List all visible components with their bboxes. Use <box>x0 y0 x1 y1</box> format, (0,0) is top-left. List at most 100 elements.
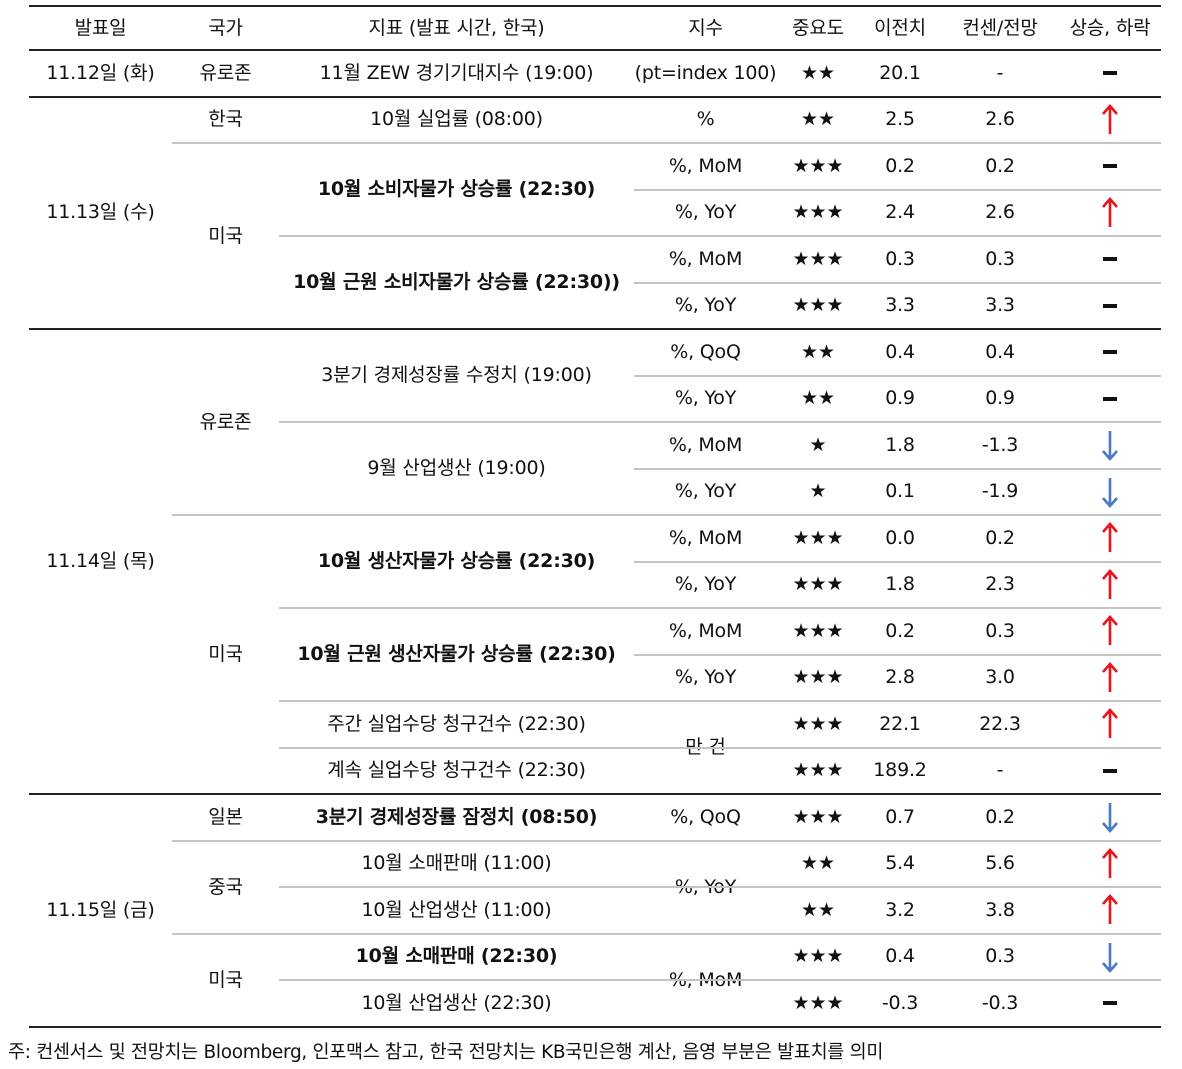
row-divider <box>634 281 1161 284</box>
row-divider <box>172 932 1161 935</box>
unit: %, YoY <box>674 666 737 689</box>
indicator-name: 10월 산업생산 (22:30) <box>361 991 552 1014</box>
row-divider <box>172 514 1161 516</box>
up-arrow-icon <box>1059 97 1161 144</box>
up-arrow-icon <box>1059 841 1161 888</box>
country: 미국 <box>208 643 243 665</box>
unit: %, MoM <box>668 247 743 270</box>
previous-value: 0.4 <box>885 340 915 363</box>
importance-stars: ★★★ <box>792 712 844 735</box>
indicator-name: 10월 소매판매 (11:00) <box>361 852 552 875</box>
consensus-value: 0.3 <box>985 945 1015 968</box>
previous-value: 20.1 <box>879 61 921 84</box>
up-arrow-icon <box>1059 655 1161 702</box>
down-arrow-icon <box>1059 422 1161 469</box>
consensus-value: 2.6 <box>985 108 1015 131</box>
previous-value: 22.1 <box>879 712 921 735</box>
header-country: 국가 <box>208 16 243 39</box>
up-arrow-icon <box>1059 190 1161 237</box>
release-date: 11.14일 (목) <box>46 550 155 572</box>
importance-stars: ★★★ <box>792 666 844 689</box>
table-top-border <box>29 5 1161 7</box>
flat-arrow-icon <box>1059 376 1161 423</box>
row-divider <box>634 188 1161 191</box>
importance-stars: ★★ <box>800 387 836 410</box>
row-divider <box>172 142 1161 144</box>
importance-stars: ★★★ <box>792 759 844 782</box>
consensus-value: 0.2 <box>985 154 1015 177</box>
previous-value: 189.2 <box>873 759 927 782</box>
previous-value: 0.7 <box>885 805 915 828</box>
unit: %, QoQ <box>670 805 741 828</box>
flat-arrow-icon <box>1059 236 1161 283</box>
up-arrow-icon <box>1059 701 1161 748</box>
unit: % <box>696 108 715 131</box>
flat-arrow-icon <box>1059 50 1161 97</box>
consensus-value: 0.2 <box>985 805 1015 828</box>
previous-value: 3.3 <box>885 294 915 317</box>
indicator-name: 10월 실업률 (08:00) <box>370 108 543 131</box>
previous-value: 0.4 <box>885 945 915 968</box>
country: 일본 <box>208 805 243 828</box>
previous-value: 2.5 <box>885 108 915 131</box>
previous-value: 1.8 <box>885 573 915 596</box>
unit: %, YoY <box>674 387 737 410</box>
previous-value: 5.4 <box>885 852 915 875</box>
header-indicator: 지표 (발표 시간, 한국) <box>368 16 545 39</box>
consensus-value: 2.3 <box>985 573 1015 596</box>
row-divider <box>634 467 1161 470</box>
consensus-value: 0.9 <box>985 387 1015 410</box>
importance-stars: ★★★ <box>792 201 844 224</box>
release-date: 11.12일 (화) <box>46 61 155 84</box>
date-group-border <box>29 328 1161 330</box>
flat-arrow-icon <box>1059 748 1161 795</box>
importance-stars: ★★★ <box>792 945 844 968</box>
country: 유로존 <box>199 410 252 433</box>
importance-stars: ★★ <box>800 61 836 84</box>
header-previous: 이전치 <box>874 16 926 39</box>
row-divider <box>279 979 1161 981</box>
importance-stars: ★★ <box>800 340 836 363</box>
importance-stars: ★★★ <box>792 619 844 642</box>
country: 중국 <box>208 875 243 898</box>
indicator-name: 10월 근원 소비자물가 상승률 (22:30)) <box>293 271 620 293</box>
indicator-name: 계속 실업수당 청구건수 (22:30) <box>327 759 586 782</box>
header-consensus: 컨센/전망 <box>962 16 1038 39</box>
indicator-name: 10월 생산자물가 상승률 (22:30) <box>317 550 596 572</box>
indicator-name: 3분기 경제성장률 잠정치 (08:50) <box>315 805 598 828</box>
importance-stars: ★★★ <box>792 526 844 549</box>
flat-arrow-icon <box>1059 980 1161 1027</box>
flat-arrow-icon <box>1059 283 1161 330</box>
row-divider <box>634 653 1161 656</box>
importance-stars: ★★★ <box>792 294 844 317</box>
date-group-border <box>29 793 1161 795</box>
header-bottom-border <box>29 49 1161 51</box>
row-divider <box>279 235 1161 237</box>
down-arrow-icon <box>1059 469 1161 516</box>
country: 한국 <box>208 108 243 131</box>
country: 미국 <box>208 224 243 247</box>
previous-value: 0.0 <box>885 526 915 549</box>
consensus-value: 22.3 <box>979 712 1021 735</box>
importance-stars: ★★ <box>800 898 836 921</box>
release-date: 11.13일 (수) <box>46 201 155 224</box>
unit: %, YoY <box>674 573 737 596</box>
consensus-value: 3.0 <box>985 666 1015 689</box>
previous-value: 1.8 <box>885 433 915 456</box>
consensus-value: 0.3 <box>985 619 1015 642</box>
indicator-name: 10월 산업생산 (11:00) <box>361 898 552 921</box>
indicator-name: 10월 소매판매 (22:30) <box>355 945 558 968</box>
importance-stars: ★★★ <box>792 247 844 270</box>
economic-calendar-table: 발표일 국가 지표 (발표 시간, 한국) 지수 중요도 이전치 컨센/전망 상승, 하락 11… <box>29 5 1161 1030</box>
importance-stars: ★ <box>809 433 827 456</box>
previous-value: 0.2 <box>885 154 915 177</box>
up-arrow-icon <box>1059 608 1161 655</box>
header-direction: 상승, 하락 <box>1069 16 1151 39</box>
table-bottom-border <box>29 1025 1161 1028</box>
header-importance: 중요도 <box>792 16 844 39</box>
importance-stars: ★★ <box>800 108 836 131</box>
consensus-value: -0.3 <box>981 991 1019 1014</box>
consensus-value: -1.3 <box>981 433 1019 456</box>
consensus-value: - <box>996 759 1004 782</box>
previous-value: 0.1 <box>885 480 915 503</box>
